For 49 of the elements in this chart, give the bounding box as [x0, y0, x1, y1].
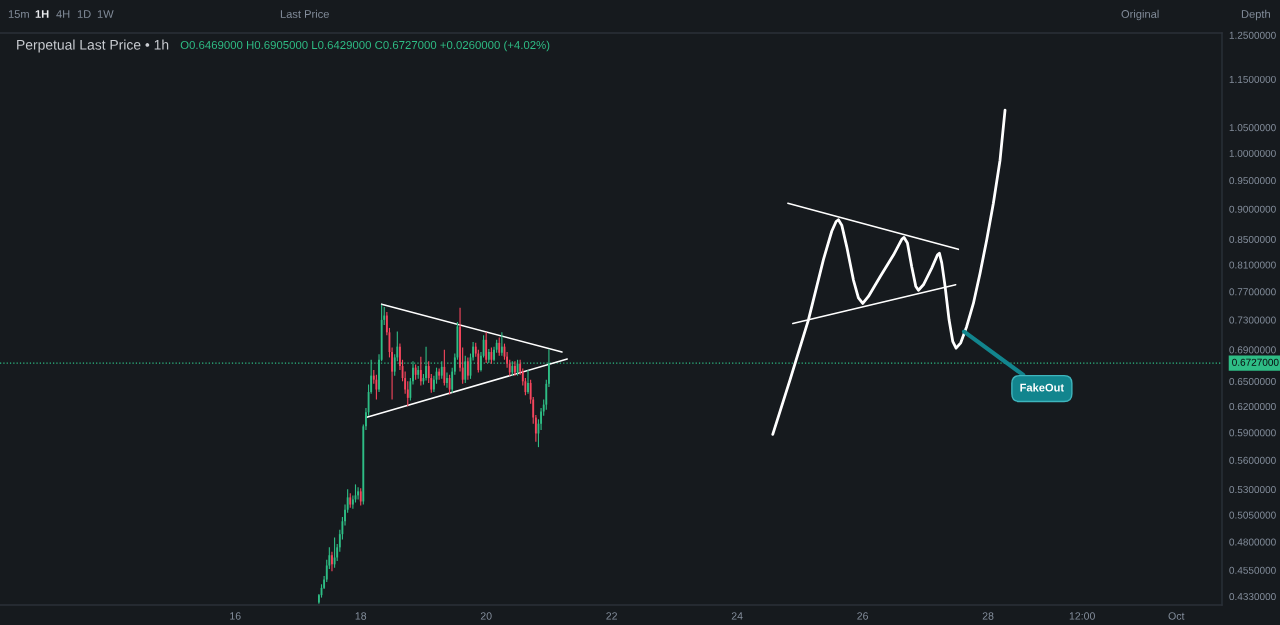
text: Depth — [1241, 9, 1270, 21]
x-tick-label: 22 — [606, 612, 617, 620]
y-tick-label: 0.8100000 — [1229, 261, 1276, 269]
text: Original — [1121, 9, 1159, 21]
annotation: O0.6469000 H0.6905000 L0.6429000 C0.6727000 +0.0260000 (+4.02%) — [180, 40, 550, 52]
y-tick-label: 1.2500000 — [1229, 31, 1276, 39]
y-tick-label: 0.7300000 — [1229, 316, 1276, 324]
y-tick-label: 0.5300000 — [1229, 486, 1276, 494]
text: 1D — [77, 10, 91, 18]
chart-title: Perpetual Last Price • 1h — [17, 39, 169, 53]
y-tick-label: 1.1500000 — [1229, 75, 1276, 83]
y-tick-label: 0.6500000 — [1229, 377, 1276, 386]
y-tick-label: 0.5900000 — [1229, 429, 1276, 437]
candlestick — [448, 374, 451, 396]
y-tick-label: 0.5050000 — [1229, 511, 1276, 519]
candlestick — [514, 360, 516, 377]
candlestick — [466, 356, 469, 381]
x-tick-label: 24 — [731, 612, 743, 620]
text: 1H — [35, 10, 49, 18]
candlestick — [446, 371, 448, 389]
candlestick — [500, 331, 503, 357]
ref-line-label: 0.6727000 — [1232, 358, 1279, 366]
y-tick-label: 0.8500000 — [1229, 235, 1276, 244]
y-tick-label: 0.4330000 — [1229, 593, 1276, 601]
text: Last Price — [280, 9, 329, 18]
x-tick-label: 20 — [480, 612, 492, 620]
y-tick-label: 0.6900000 — [1229, 346, 1276, 354]
y-tick-label: 0.4800000 — [1229, 538, 1276, 546]
candlestick — [375, 374, 378, 401]
text: 1W — [97, 10, 114, 18]
annotation: FakeOut — [1020, 383, 1064, 392]
y-tick-label: 1.0500000 — [1229, 124, 1276, 132]
candlestick — [331, 551, 333, 572]
y-tick-label: 0.9000000 — [1229, 205, 1276, 213]
y-tick-label: 0.6200000 — [1229, 402, 1276, 411]
y-tick-label: 0.9500000 — [1229, 177, 1276, 185]
y-tick-label: 0.7700000 — [1229, 288, 1276, 296]
x-tick-label: 12:00 — [1069, 612, 1095, 620]
y-tick-label: 0.5600000 — [1229, 456, 1276, 464]
x-tick-label: Oct — [1168, 612, 1185, 620]
x-tick-label: 18 — [355, 612, 367, 620]
y-tick-label: 1.0000000 — [1229, 149, 1276, 157]
x-tick-label: 26 — [857, 612, 868, 620]
x-tick-label: 16 — [230, 612, 241, 620]
y-tick-label: 0.4550000 — [1229, 566, 1276, 574]
text: 4H — [56, 10, 70, 18]
text: 15m — [8, 10, 29, 18]
candlestick — [527, 369, 529, 395]
x-tick-label: 28 — [982, 612, 994, 620]
